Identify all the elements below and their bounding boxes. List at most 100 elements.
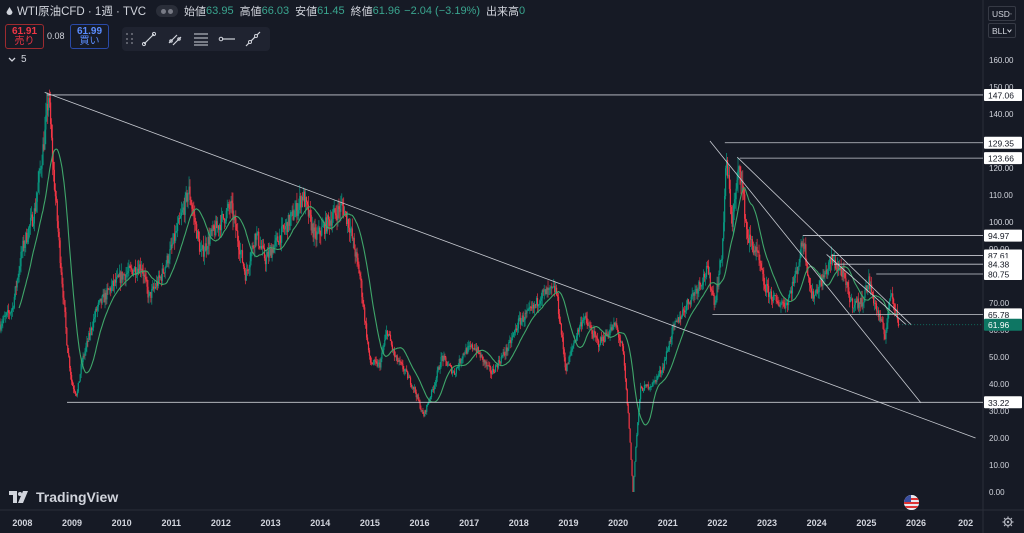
trend-line-icon[interactable] [138, 29, 160, 49]
candle-body [461, 358, 463, 361]
candle-body [514, 328, 517, 331]
candle-body [128, 265, 130, 272]
currency-select[interactable]: USD [988, 6, 1016, 21]
candle-body [380, 358, 382, 368]
x-tick-label: 2020 [608, 518, 628, 528]
candle-body [632, 475, 634, 492]
candle-body [589, 325, 591, 327]
x-tick-label: 2019 [558, 518, 578, 528]
candle-body [409, 377, 412, 385]
candle-body [640, 386, 643, 388]
candle-body [82, 355, 84, 363]
candle-body [740, 172, 742, 183]
candle-body [450, 365, 452, 367]
trendline [709, 140, 922, 404]
tradingview-logo-icon [9, 491, 28, 503]
parallel-lines-icon[interactable] [164, 29, 186, 49]
candle-body [378, 362, 380, 364]
candle-body [558, 314, 561, 322]
tradingview-logo[interactable]: TradingView [9, 489, 118, 505]
candle-body [541, 290, 543, 299]
candle-body [367, 341, 370, 351]
buy-price: 61.99 [76, 25, 103, 37]
x-tick-label: 2017 [459, 518, 479, 528]
gear-icon[interactable] [1002, 516, 1014, 528]
fib-lines-icon[interactable] [190, 29, 212, 49]
candle-body [511, 338, 513, 344]
candle-body [519, 317, 521, 325]
candle-body [642, 390, 645, 392]
candle-body [742, 180, 744, 190]
candle-body [588, 325, 590, 327]
candle-body [681, 316, 683, 320]
candle-body [194, 214, 196, 223]
candle-body [429, 397, 432, 400]
candle-body [881, 318, 883, 322]
candle-body [874, 303, 877, 304]
price-level-label: 65.78 [988, 310, 1010, 320]
candle-body [52, 161, 55, 170]
candle-body [790, 290, 793, 294]
candle-body [10, 310, 13, 313]
candle-body [226, 208, 228, 211]
candle-body [561, 334, 563, 338]
sell-button[interactable]: 61.91 売り [5, 24, 44, 49]
candle-body [618, 331, 620, 338]
indicators-toggle[interactable]: 5 [8, 54, 27, 65]
candle-body [764, 284, 766, 289]
candle-body [530, 306, 532, 308]
unit-select[interactable]: BLL [988, 23, 1016, 38]
candle-body [438, 367, 440, 370]
candle-body [837, 264, 839, 270]
candle-body [598, 345, 601, 347]
candle-body [37, 182, 39, 193]
candle-body [638, 409, 640, 423]
candle-body [754, 250, 756, 253]
visibility-icon[interactable] [156, 5, 179, 17]
candle-body [566, 363, 568, 371]
candle-body [548, 288, 550, 290]
candle-body [610, 327, 612, 331]
horizontal-ray-icon[interactable] [216, 29, 238, 49]
price-level-label: 147.06 [988, 90, 1014, 100]
us-flag-icon[interactable] [904, 495, 919, 510]
candle-body [121, 271, 123, 280]
candle-body [299, 196, 301, 204]
candle-body [567, 363, 569, 365]
candle-body [759, 260, 761, 264]
symbol-title[interactable]: WTI原油CFD · 1週 · TVC [6, 3, 146, 19]
candle-body [806, 262, 808, 266]
buy-button[interactable]: 61.99 買い [70, 24, 109, 49]
candle-body [521, 315, 523, 321]
candle-body [851, 298, 853, 301]
candle-body [362, 297, 364, 304]
candle-body [614, 322, 616, 326]
candle-body [109, 288, 111, 290]
y-tick-label: 0.00 [989, 488, 1005, 497]
candle-body [802, 243, 804, 247]
candle-body [233, 216, 235, 221]
candle-body [47, 103, 49, 111]
candle-body [147, 286, 149, 298]
candle-body [703, 273, 706, 278]
candle-body [376, 361, 378, 367]
x-tick-label: 2025 [856, 518, 876, 528]
candle-body [412, 386, 415, 389]
candle-body [347, 219, 350, 228]
candle-body [679, 316, 681, 323]
candle-body [112, 280, 114, 286]
extended-line-icon[interactable] [242, 29, 264, 49]
candle-body [418, 399, 420, 402]
candle-body [518, 317, 520, 319]
candle-body [745, 218, 747, 222]
candle-body [32, 223, 35, 227]
drag-handle-icon[interactable] [126, 33, 134, 45]
candle-body [621, 342, 624, 347]
candle-body [812, 291, 815, 299]
candle-body [851, 298, 854, 309]
candle-body [92, 318, 95, 328]
candle-body [242, 262, 245, 267]
candle-body [590, 326, 592, 330]
candle-body [388, 333, 391, 335]
